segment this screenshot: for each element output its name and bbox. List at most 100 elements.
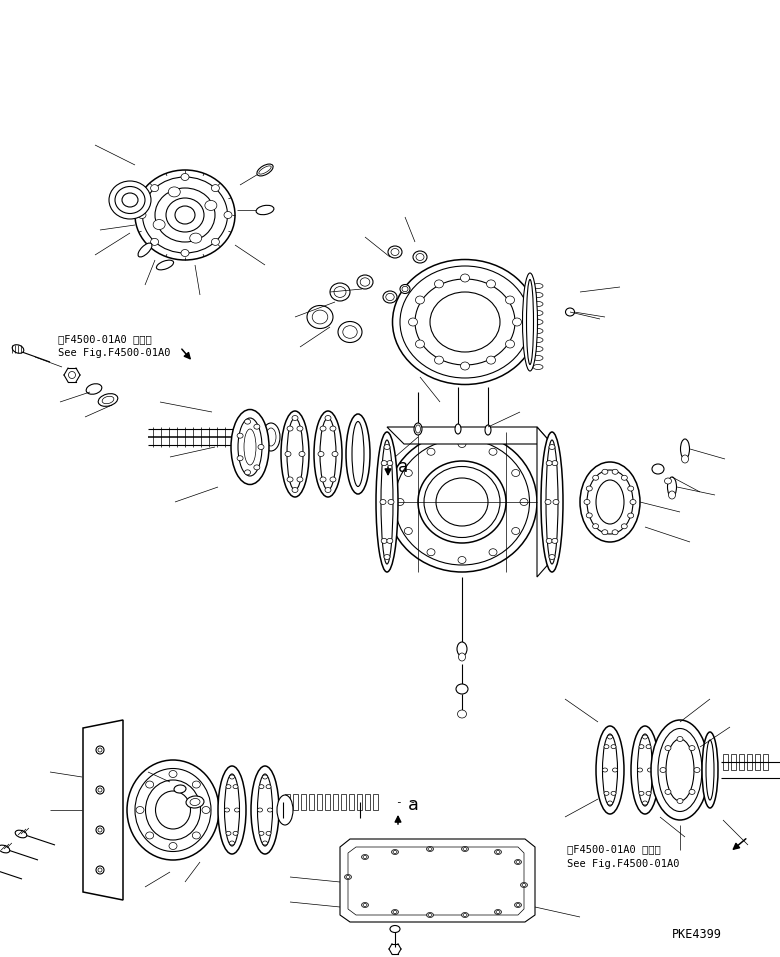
Ellipse shape [702,732,718,808]
Ellipse shape [668,477,676,497]
Ellipse shape [533,293,543,298]
Ellipse shape [549,444,555,450]
Ellipse shape [314,411,342,497]
Ellipse shape [566,308,575,316]
Ellipse shape [157,260,174,270]
Ellipse shape [297,477,303,482]
Ellipse shape [127,760,219,860]
Ellipse shape [225,774,239,846]
Ellipse shape [146,780,200,840]
Ellipse shape [416,340,424,348]
Ellipse shape [257,808,263,812]
Ellipse shape [463,848,467,851]
Bar [349,794,354,810]
Ellipse shape [380,500,386,504]
Ellipse shape [604,791,609,795]
Bar [317,794,322,810]
Ellipse shape [384,554,390,560]
Ellipse shape [229,841,235,845]
Ellipse shape [86,384,102,394]
Ellipse shape [175,206,195,224]
Ellipse shape [596,726,624,814]
Ellipse shape [593,476,599,480]
Bar [739,754,744,770]
Ellipse shape [485,425,491,435]
Ellipse shape [193,781,200,788]
Ellipse shape [462,913,469,918]
Ellipse shape [622,476,627,480]
Ellipse shape [225,808,229,812]
Ellipse shape [515,859,522,864]
Bar [747,754,752,770]
Ellipse shape [244,429,256,465]
Ellipse shape [706,740,714,800]
Ellipse shape [436,478,488,526]
Ellipse shape [69,371,76,379]
Ellipse shape [637,734,653,806]
Ellipse shape [254,424,260,429]
Ellipse shape [229,775,235,779]
Ellipse shape [257,774,272,846]
Ellipse shape [416,425,420,433]
Ellipse shape [533,346,543,351]
Ellipse shape [98,828,102,832]
Ellipse shape [345,875,352,879]
Ellipse shape [96,786,104,794]
Ellipse shape [665,478,672,484]
Ellipse shape [400,284,410,294]
Ellipse shape [299,452,305,456]
Ellipse shape [226,832,231,835]
Ellipse shape [357,275,373,289]
Ellipse shape [428,848,432,851]
Ellipse shape [611,791,616,795]
Ellipse shape [608,735,612,739]
Ellipse shape [135,768,211,852]
Ellipse shape [515,902,522,907]
Ellipse shape [415,279,515,365]
Ellipse shape [363,856,367,858]
Ellipse shape [231,410,269,484]
Ellipse shape [98,748,102,752]
Ellipse shape [98,868,102,872]
Ellipse shape [602,469,608,475]
Ellipse shape [146,781,154,788]
Bar [723,754,728,770]
Bar [357,794,362,810]
Ellipse shape [330,283,350,301]
Ellipse shape [136,807,144,813]
Ellipse shape [376,432,398,572]
Ellipse shape [256,206,274,214]
Ellipse shape [381,460,387,466]
Ellipse shape [259,166,271,174]
Ellipse shape [608,801,612,805]
Ellipse shape [533,365,543,369]
Ellipse shape [487,356,495,364]
Bar [763,754,768,770]
Ellipse shape [190,234,202,243]
Ellipse shape [96,866,104,874]
Ellipse shape [381,539,387,544]
Ellipse shape [169,770,177,777]
Bar [325,794,330,810]
Ellipse shape [320,477,326,482]
Ellipse shape [245,419,250,424]
Bar [731,754,736,770]
Ellipse shape [612,469,618,475]
Polygon shape [83,720,123,900]
Ellipse shape [459,653,466,661]
Ellipse shape [404,470,413,477]
Ellipse shape [587,470,633,534]
Ellipse shape [12,345,24,353]
Ellipse shape [489,548,497,556]
Ellipse shape [320,418,336,490]
Ellipse shape [489,448,497,456]
Ellipse shape [342,325,357,339]
Ellipse shape [458,557,466,564]
Ellipse shape [238,418,262,476]
Ellipse shape [259,785,264,789]
Ellipse shape [533,320,543,324]
Ellipse shape [496,851,500,854]
Ellipse shape [660,768,666,772]
Ellipse shape [320,426,326,431]
Ellipse shape [680,439,690,459]
